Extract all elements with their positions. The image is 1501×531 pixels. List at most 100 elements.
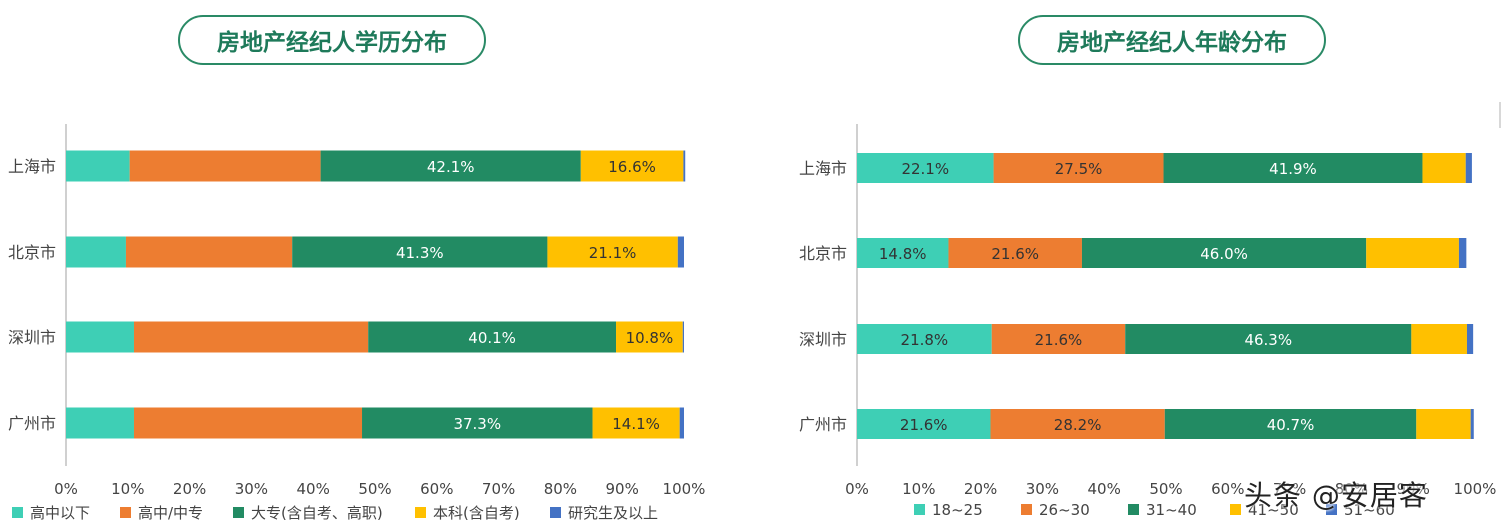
data-label: 42.1%	[427, 158, 475, 176]
bar-segment	[1422, 153, 1466, 183]
data-label: 28.2%	[1054, 416, 1102, 434]
legend-label: 本科(含自考)	[433, 504, 520, 522]
bar-segment	[1416, 409, 1471, 439]
x-tick-label: 80%	[1335, 480, 1368, 498]
legend-swatch	[12, 507, 23, 518]
bar-segment	[547, 236, 678, 268]
bar-segment	[580, 150, 684, 182]
data-label: 40.7%	[1267, 416, 1315, 434]
x-tick-label: 70%	[1273, 480, 1306, 498]
legend-label: 研究生及以上	[568, 504, 658, 522]
bar-segment	[857, 153, 994, 183]
watermark: 头条 @安居客	[1244, 479, 1428, 512]
data-label: 46.0%	[1200, 245, 1248, 263]
x-tick-label: 30%	[1026, 480, 1059, 498]
data-label: 10.8%	[626, 329, 674, 347]
legend-swatch	[1021, 504, 1032, 515]
legend-label: 31~40	[1146, 501, 1197, 519]
bar-segment	[682, 321, 684, 353]
data-label: 21.6%	[900, 416, 948, 434]
bar-segment	[66, 321, 134, 353]
legend-label: 高中/中专	[138, 504, 203, 522]
data-label: 27.5%	[1055, 160, 1103, 178]
x-tick-label: 60%	[1211, 480, 1244, 498]
x-tick-label: 50%	[1149, 480, 1182, 498]
category-label: 北京市	[799, 244, 847, 263]
chart-title-education: 房地产经纪人学历分布	[178, 15, 486, 65]
data-label: 16.6%	[608, 158, 656, 176]
legend-swatch	[415, 507, 426, 518]
bar-segment	[1411, 324, 1467, 354]
bar-segment	[991, 324, 1126, 354]
legend-label: 大专(含自考、高职)	[251, 504, 383, 522]
bar-segment	[857, 409, 991, 439]
category-label: 广州市	[8, 414, 56, 433]
legend-label: 51~60	[1344, 501, 1395, 519]
bar-segment	[125, 236, 293, 268]
bar-segment	[320, 150, 581, 182]
x-tick-label: 100%	[1454, 480, 1497, 498]
x-tick-label: 90%	[1397, 480, 1430, 498]
bar-segment	[1163, 153, 1423, 183]
data-label: 40.1%	[468, 329, 516, 347]
data-label: 21.8%	[901, 331, 949, 349]
x-tick-label: 100%	[663, 480, 706, 498]
x-tick-label: 70%	[482, 480, 515, 498]
data-label: 46.3%	[1244, 331, 1292, 349]
bar-segment	[857, 238, 949, 268]
legend-label: 高中以下	[30, 504, 90, 522]
legend-label: 41~50	[1248, 501, 1299, 519]
bar-segment	[1466, 324, 1474, 354]
bar-segment	[1164, 409, 1417, 439]
x-tick-label: 60%	[420, 480, 453, 498]
data-label: 14.1%	[612, 415, 660, 433]
edge-divider	[1499, 102, 1501, 128]
x-tick-label: 10%	[111, 480, 144, 498]
x-tick-label: 20%	[173, 480, 206, 498]
bar-segment	[679, 407, 684, 439]
bar-segment	[1125, 324, 1412, 354]
legend-label: 26~30	[1039, 501, 1090, 519]
bar-segment	[368, 321, 617, 353]
bar-segment	[1081, 238, 1367, 268]
legend-swatch	[550, 507, 561, 518]
data-label: 14.8%	[879, 245, 927, 263]
data-label: 21.6%	[991, 245, 1039, 263]
data-label: 37.3%	[453, 415, 501, 433]
legend-swatch	[1128, 504, 1139, 515]
bar-segment	[362, 407, 593, 439]
category-label: 北京市	[8, 243, 56, 262]
legend-swatch	[1230, 504, 1241, 515]
x-tick-label: 0%	[54, 480, 78, 498]
bar-segment	[592, 407, 680, 439]
legend-swatch	[120, 507, 131, 518]
bar-segment	[993, 153, 1164, 183]
data-label: 41.3%	[396, 244, 444, 262]
category-label: 深圳市	[8, 328, 56, 347]
bar-segment	[857, 324, 992, 354]
data-label: 21.1%	[589, 244, 637, 262]
x-tick-label: 40%	[297, 480, 330, 498]
bar-segment	[133, 407, 363, 439]
bar-segment	[66, 236, 126, 268]
bar-segment	[1465, 153, 1472, 183]
bar-segment	[66, 407, 134, 439]
legend-swatch	[233, 507, 244, 518]
x-tick-label: 0%	[845, 480, 869, 498]
category-label: 上海市	[799, 159, 847, 178]
category-label: 上海市	[8, 157, 56, 176]
bar-segment	[990, 409, 1165, 439]
bar-segment	[948, 238, 1082, 268]
bar-segment	[677, 236, 684, 268]
bar-segment	[66, 150, 130, 182]
x-tick-label: 20%	[964, 480, 997, 498]
x-tick-label: 30%	[235, 480, 268, 498]
data-label: 41.9%	[1269, 160, 1317, 178]
bar-segment	[129, 150, 321, 182]
bar-segment	[683, 150, 686, 182]
legend-swatch	[914, 504, 925, 515]
x-tick-label: 50%	[358, 480, 391, 498]
chart-title-age: 房地产经纪人年龄分布	[1018, 15, 1326, 65]
bar-segment	[133, 321, 369, 353]
